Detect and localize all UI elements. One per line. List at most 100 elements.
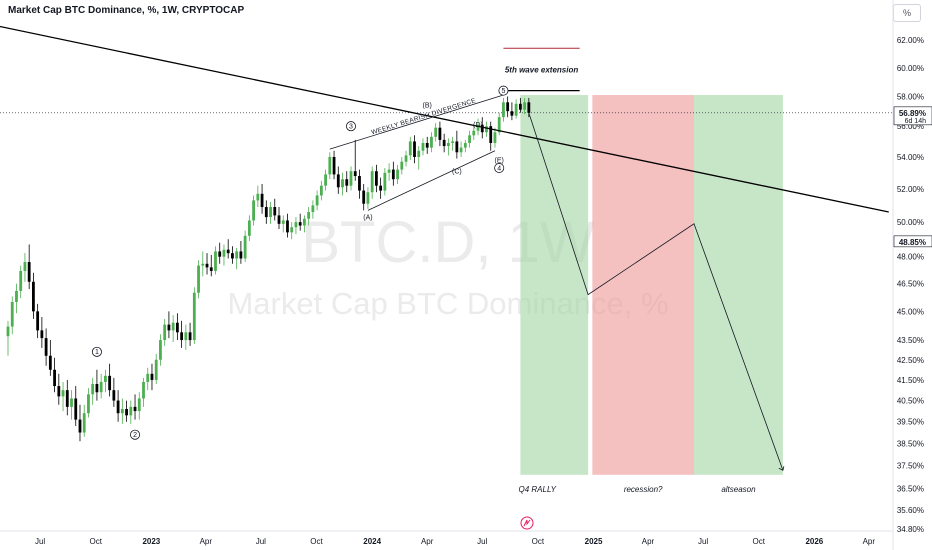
price-label-sub-0: 6d 14h	[905, 118, 927, 125]
zone-label-1: Q4 RALLY	[518, 485, 556, 494]
candle-body-114	[489, 126, 493, 143]
price-label-box-0	[893, 106, 932, 126]
logo-bolt	[523, 519, 531, 527]
wave-circle-4	[498, 85, 509, 96]
candle-body-71	[307, 212, 311, 219]
candle-body-118	[506, 102, 510, 112]
candle-body-37	[163, 324, 167, 341]
candle-body-7	[36, 311, 40, 331]
candle-body-60	[260, 193, 264, 208]
y-tick-16: 37.50%	[897, 462, 924, 471]
logo-icon	[520, 516, 534, 530]
candle-body-122	[523, 102, 527, 110]
price-label-box-1	[893, 235, 932, 248]
y-tick-4: 54.00%	[897, 153, 924, 162]
price-label-1: 48.85%	[899, 238, 926, 247]
candle-body-2	[15, 290, 18, 302]
wedge-line-1	[329, 94, 504, 150]
x-tick-2: 2023	[142, 537, 160, 546]
candle-body-115	[493, 132, 497, 143]
candle-body-119	[510, 111, 514, 116]
candle-body-26	[116, 400, 120, 414]
candle-body-69	[298, 222, 302, 226]
wave-label-1: 2	[133, 432, 137, 439]
candle-body-99	[425, 142, 429, 148]
x-axis[interactable]: Jul Oct 2023 Apr Jul Oct 2024 Apr Jul Oct 2025 Apr J…	[0, 516, 893, 546]
candle-body-17	[78, 419, 82, 433]
wave-circle-3	[494, 163, 505, 174]
candle-body-94	[404, 155, 408, 162]
projection-arrowhead	[778, 466, 785, 471]
wave-label-9: (E)	[495, 158, 504, 165]
candle-body-58	[252, 200, 255, 221]
logo-circle	[520, 516, 534, 530]
wedge-line-2	[367, 150, 496, 211]
x-tick-4: Jul	[256, 537, 266, 546]
y-tick-5: 52.00%	[897, 185, 924, 194]
x-tick-7: Apr	[421, 537, 434, 546]
candle-body-23	[103, 375, 107, 382]
candle-body-46	[201, 263, 205, 266]
candle-body-51	[222, 249, 226, 257]
candle-body-81	[349, 171, 353, 186]
candle-body-61	[264, 207, 268, 218]
zone-2	[592, 95, 694, 475]
candle-body-32	[142, 381, 145, 399]
y-tick-12: 41.50%	[897, 376, 924, 385]
candle-body-121	[518, 103, 522, 110]
price-label-0: 56.89%	[899, 109, 926, 118]
candle-body-64	[277, 215, 281, 224]
y-tick-2: 58.00%	[897, 92, 924, 101]
candle-body-28	[125, 408, 128, 416]
candle-body-1	[10, 301, 14, 327]
candle-body-16	[74, 398, 78, 420]
candle-body-39	[171, 322, 175, 331]
y-tick-13: 40.50%	[897, 397, 924, 406]
candle-body-105	[451, 141, 455, 143]
candle-body-93	[400, 161, 404, 170]
candle-body-53	[231, 253, 234, 259]
x-tick-13: Oct	[752, 537, 765, 546]
candle-body-109	[468, 135, 471, 143]
candle-body-63	[273, 207, 277, 216]
wave-label-7: (C)	[452, 169, 462, 176]
x-tick-9: Oct	[532, 537, 545, 546]
zone-label-3: altseason	[721, 485, 756, 494]
candle-body-40	[175, 322, 179, 333]
candle-body-89	[383, 172, 387, 191]
candle-body-116	[497, 117, 501, 133]
candle-body-33	[146, 373, 150, 382]
candle-body-24	[108, 375, 112, 391]
candle-body-78	[336, 174, 340, 188]
x-tick-0: Jul	[35, 537, 45, 546]
candle-body-84	[362, 190, 366, 204]
candle-body-4	[23, 262, 27, 271]
candle-body-97	[417, 150, 421, 157]
candle-body-14	[65, 390, 69, 407]
candle-body-80	[345, 179, 349, 186]
candle-body-85	[366, 192, 370, 204]
candle-body-66	[286, 220, 289, 233]
wave-circle-2	[345, 121, 356, 132]
x-tick-12: Jul	[698, 537, 708, 546]
long-term-trendline	[0, 25, 889, 213]
y-tick-15: 38.50%	[897, 439, 924, 448]
candle-body-112	[480, 124, 484, 133]
candle-body-19	[87, 394, 90, 414]
candle-body-103	[442, 139, 446, 147]
candle-body-83	[358, 176, 361, 191]
zone-1	[520, 95, 589, 475]
x-tick-5: Oct	[310, 537, 323, 546]
wave-label-8: (D)	[473, 122, 483, 129]
candle-body-13	[61, 390, 65, 397]
candle-body-49	[214, 251, 217, 271]
candle-body-20	[91, 384, 95, 395]
candle-body-95	[408, 141, 412, 156]
y-axis[interactable]: 62.00% 60.00% 58.00% 56.00% 54.00% 52.00% 50.0…	[892, 0, 932, 550]
candle-body-62	[269, 207, 272, 218]
candle-body-107	[459, 147, 463, 153]
x-tick-8: Jul	[477, 537, 487, 546]
candle-body-6	[32, 281, 35, 312]
x-tick-3: Apr	[200, 537, 213, 546]
